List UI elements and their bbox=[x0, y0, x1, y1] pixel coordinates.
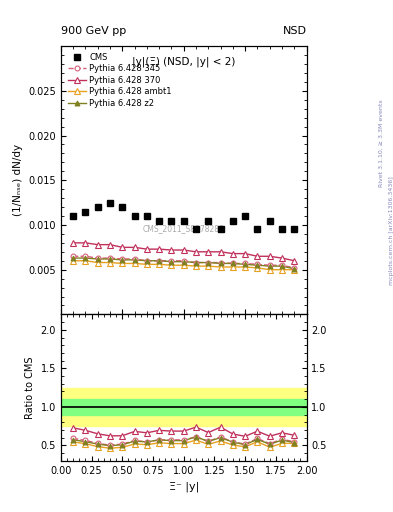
Bar bbox=[61, 399, 307, 415]
Text: NSD: NSD bbox=[283, 26, 307, 36]
Y-axis label: Ratio to CMS: Ratio to CMS bbox=[25, 356, 35, 419]
Y-axis label: (1/Nₙₛₑ) dN/dy: (1/Nₙₛₑ) dN/dy bbox=[13, 144, 23, 216]
Bar bbox=[61, 388, 307, 426]
Text: CMS_2011_S8978280: CMS_2011_S8978280 bbox=[143, 224, 225, 233]
Text: Rivet 3.1.10, ≥ 3.3M events: Rivet 3.1.10, ≥ 3.3M events bbox=[379, 99, 384, 187]
Text: 900 GeV pp: 900 GeV pp bbox=[61, 26, 126, 36]
Text: |y|(Ξ) (NSD, |y| < 2): |y|(Ξ) (NSD, |y| < 2) bbox=[132, 57, 235, 67]
Text: mcplots.cern.ch [arXiv:1306.3436]: mcplots.cern.ch [arXiv:1306.3436] bbox=[389, 176, 393, 285]
Legend: CMS, Pythia 6.428 345, Pythia 6.428 370, Pythia 6.428 ambt1, Pythia 6.428 z2: CMS, Pythia 6.428 345, Pythia 6.428 370,… bbox=[65, 50, 174, 110]
X-axis label: Ξ⁻ |y|: Ξ⁻ |y| bbox=[169, 481, 199, 492]
